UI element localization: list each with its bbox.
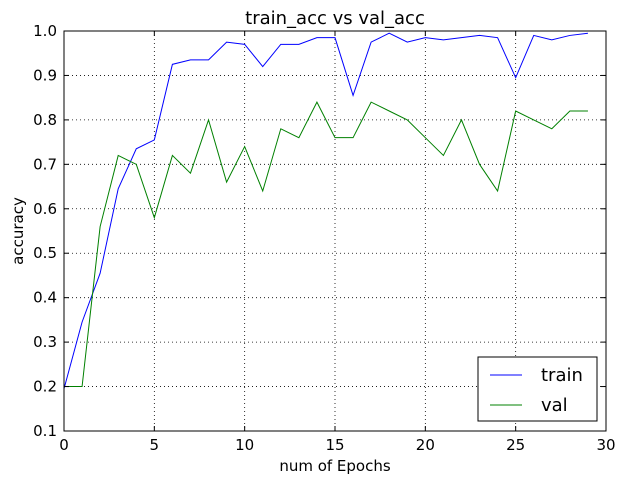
x-tick-label: 5 (150, 436, 160, 454)
y-tick-label: 0.7 (33, 155, 57, 173)
legend: train val (477, 356, 598, 422)
y-tick-label: 0.1 (33, 422, 57, 440)
y-tick-label: 0.5 (33, 244, 57, 262)
y-tick-label: 0.6 (33, 200, 57, 218)
y-axis-label: accuracy (9, 197, 27, 265)
series-line-val (64, 101, 588, 388)
y-tick-label: 0.2 (33, 378, 57, 396)
x-tick-label: 0 (59, 436, 69, 454)
y-tick-label: 0.9 (33, 66, 57, 84)
x-tick-label: 30 (596, 436, 615, 454)
chart-title: train_acc vs val_acc (245, 8, 425, 29)
x-axis-label: num of Epochs (279, 457, 391, 475)
x-tick-label: 15 (325, 436, 344, 454)
y-tick-label: 0.8 (33, 111, 57, 129)
x-tick-label: 10 (235, 436, 254, 454)
ticks: 0 5 10 15 20 25 30 0.1 0.2 0.3 0.4 0.5 0.6 0.7 0.8 0.9 1… (33, 22, 615, 454)
x-tick-label: 20 (416, 436, 435, 454)
series-line-train (63, 32, 588, 389)
y-tick-label: 0.4 (33, 289, 57, 307)
series-layer (63, 32, 588, 389)
legend-val-label: val (541, 395, 568, 416)
x-tick-label: 25 (506, 436, 525, 454)
grid (64, 31, 606, 431)
y-tick-label: 0.3 (33, 333, 57, 351)
y-tick-label: 1.0 (33, 22, 57, 40)
legend-box (477, 356, 598, 422)
legend-train-label: train (541, 365, 583, 386)
